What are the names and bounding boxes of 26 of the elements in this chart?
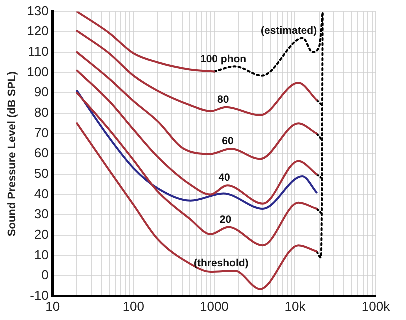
- x-tick-label: 100: [122, 298, 145, 314]
- y-tick-label: 40: [34, 186, 49, 202]
- y-axis-title: Sound Pressure Level (dB SPL): [6, 71, 19, 237]
- y-tick-label: 30: [34, 206, 49, 222]
- y-tick-label: 80: [34, 105, 49, 120]
- y-tick-label: 0: [42, 268, 49, 283]
- annotation: 40: [218, 172, 231, 184]
- annotation: (threshold): [194, 258, 249, 270]
- x-tick-label: 10k: [284, 298, 306, 314]
- y-tick-label: 90: [34, 84, 49, 100]
- annotation: 100 phon: [200, 53, 247, 66]
- y-tick-label: 130: [27, 3, 49, 18]
- annotation: 60: [222, 136, 234, 148]
- x-tick-label: 100k: [362, 298, 391, 314]
- y-tick-label: 20: [34, 226, 49, 242]
- y-tick-label: 50: [34, 166, 49, 182]
- annotation: (estimated): [261, 24, 318, 37]
- y-tick-label: 100: [27, 64, 49, 80]
- y-tick-label: 70: [34, 125, 49, 140]
- annotation: 80: [217, 94, 230, 106]
- y-tick-label: 110: [28, 44, 49, 60]
- y-tick-label: 60: [34, 146, 49, 161]
- x-tick-label: 1000: [200, 298, 229, 314]
- annotation: 20: [220, 214, 232, 226]
- y-tick-label: 120: [27, 24, 49, 39]
- y-tick-label: 10: [34, 247, 49, 262]
